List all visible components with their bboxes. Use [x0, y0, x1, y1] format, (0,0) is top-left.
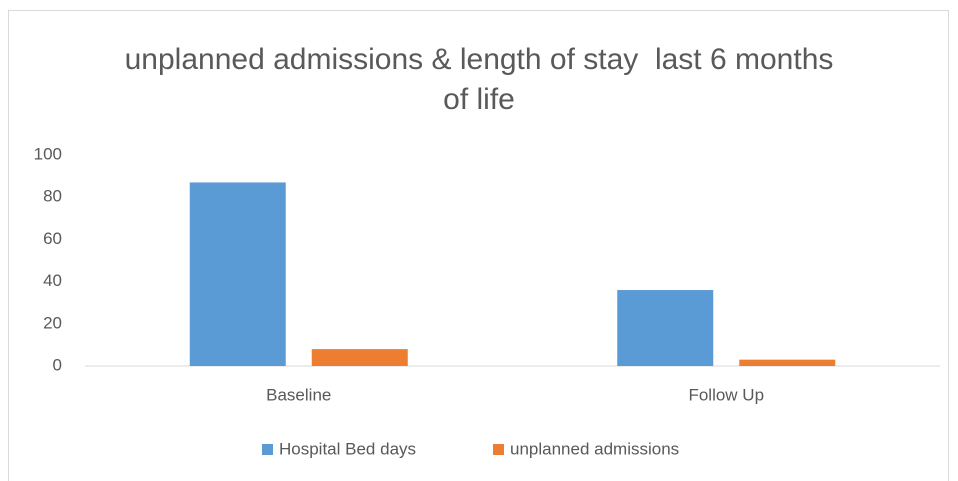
- bar: [189, 182, 286, 366]
- y-tick-label: 0: [53, 355, 62, 374]
- y-tick-label: 20: [43, 313, 62, 332]
- x-tick-label: Follow Up: [688, 385, 764, 404]
- legend-swatch: [262, 444, 273, 455]
- legend-label: Hospital Bed days: [279, 439, 416, 458]
- bar: [311, 349, 408, 366]
- bar: [617, 290, 714, 366]
- chart-border: [8, 10, 949, 481]
- x-tick-label: Baseline: [266, 385, 331, 404]
- bar: [739, 359, 836, 366]
- y-tick-label: 40: [43, 271, 62, 290]
- legend-label: unplanned admissions: [510, 439, 679, 458]
- y-tick-label: 100: [34, 144, 62, 163]
- chart-title: unplanned admissions & length of stay la…: [124, 43, 842, 116]
- legend-swatch: [493, 444, 504, 455]
- y-tick-label: 80: [43, 187, 62, 206]
- y-tick-label: 60: [43, 229, 62, 248]
